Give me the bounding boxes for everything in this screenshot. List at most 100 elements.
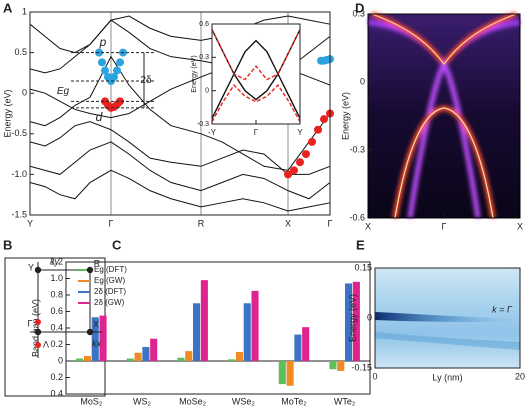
band-line xyxy=(211,29,301,81)
band-dot xyxy=(116,58,124,67)
annotation: Eg xyxy=(57,86,70,97)
y-tick-label: 0 xyxy=(360,76,365,86)
bar xyxy=(99,315,107,361)
band-dot xyxy=(113,66,121,75)
x-tick-label: MoSe₂ xyxy=(179,396,207,406)
bar xyxy=(352,281,360,361)
band-dot xyxy=(284,170,292,179)
y-tick-label: 0.3 xyxy=(352,8,365,18)
y-axis-label: Energy (eV) xyxy=(191,55,198,92)
bar xyxy=(91,317,99,361)
annotation: p xyxy=(99,35,107,49)
x-tick-label: Y xyxy=(27,218,33,228)
legend-label: Eg (DFT) xyxy=(94,265,127,274)
bz-point xyxy=(35,342,41,348)
plot-frame xyxy=(374,267,521,369)
y-tick-label: 0.3 xyxy=(199,54,209,61)
band-line xyxy=(29,15,331,54)
bar xyxy=(228,359,236,361)
x-tick-label: Γ xyxy=(442,221,447,231)
bar xyxy=(337,361,345,371)
x-tick-label: WTe₂ xyxy=(334,396,356,406)
band-dot xyxy=(101,66,109,75)
y-tick-label: 0.4 xyxy=(50,388,63,398)
y-tick-label: 0 xyxy=(22,88,27,98)
y-tick-label: -0.5 xyxy=(11,128,27,138)
band-line xyxy=(29,121,331,175)
plot-frame xyxy=(367,13,521,219)
bar xyxy=(243,303,251,361)
y-tick-label: -0.3 xyxy=(349,144,365,154)
x-tick-label: Γ xyxy=(254,128,259,137)
y-tick-label: 0.6 xyxy=(199,21,209,28)
band-dot xyxy=(308,137,316,146)
bar xyxy=(200,280,208,361)
x-tick-label: 0 xyxy=(372,371,377,381)
x-tick-label: X xyxy=(285,218,291,228)
x-axis-label: Ly (nm) xyxy=(432,372,462,382)
x-tick-label: -Y xyxy=(208,128,217,137)
panel-label: E xyxy=(356,237,365,252)
bar xyxy=(251,290,259,361)
y-tick-label: 0 xyxy=(205,88,209,95)
band-dot xyxy=(320,115,328,124)
legend-label: 2δ (GW) xyxy=(94,298,125,307)
bz-point xyxy=(86,266,94,274)
annotation: 2δ xyxy=(140,75,152,86)
y-axis-label: Band gap (eV) xyxy=(30,299,40,357)
bar xyxy=(142,346,150,361)
band-dot xyxy=(302,150,310,159)
bar xyxy=(302,327,310,361)
inset-background xyxy=(212,24,300,124)
ldos-map xyxy=(375,268,520,368)
y-tick-label: 0.4 xyxy=(50,322,63,332)
y-tick-label: -0.15 xyxy=(351,362,372,372)
y-tick-label: 0.8 xyxy=(50,289,63,299)
bz-label: X xyxy=(93,319,99,329)
y-axis-label: Energy (eV) xyxy=(340,92,350,140)
y-tick-label: 0 xyxy=(367,312,372,322)
bar xyxy=(185,351,193,361)
bar xyxy=(150,338,158,361)
annotation: d xyxy=(96,110,103,124)
bz-point xyxy=(34,266,42,274)
bar xyxy=(345,283,353,361)
y-tick-label: 1 xyxy=(22,6,27,16)
legend-label: 2δ (DFT) xyxy=(94,287,126,296)
y-tick-label: -1.5 xyxy=(11,209,27,219)
x-tick-label: R xyxy=(198,218,205,228)
band-dot xyxy=(290,166,298,175)
bz-label: Γ xyxy=(28,318,33,328)
bar xyxy=(235,351,243,361)
x-tick-label: WS₂ xyxy=(133,396,151,406)
bz-label: Y xyxy=(28,262,34,272)
y-tick-label: -1.0 xyxy=(11,169,27,179)
band-dot xyxy=(296,158,304,167)
band-dot xyxy=(314,125,322,134)
bar xyxy=(286,361,294,386)
y-tick-label: 1.0 xyxy=(50,273,63,283)
y-tick-label: -0.3 xyxy=(197,121,209,128)
panel-label: C xyxy=(112,237,122,252)
band-dot xyxy=(110,72,118,81)
bar xyxy=(126,358,134,361)
bar xyxy=(177,357,185,361)
x-tick-label: Γ xyxy=(109,218,114,228)
bz-label: Λ xyxy=(43,339,49,349)
y-tick-label: 0.2 xyxy=(50,339,63,349)
y-axis-label: Energy (eV) xyxy=(2,89,12,137)
bar xyxy=(278,361,286,385)
x-tick-label: X xyxy=(365,221,371,231)
x-tick-label: WSe₂ xyxy=(232,396,256,406)
panel-label: A xyxy=(3,0,13,15)
band-line xyxy=(29,55,331,171)
panel-label: B xyxy=(3,237,12,252)
bar xyxy=(76,358,84,361)
bar xyxy=(193,303,201,361)
band-line xyxy=(29,141,331,200)
y-tick-label: 0.5 xyxy=(14,47,27,57)
x-tick-label: 20 xyxy=(515,371,525,381)
bar xyxy=(134,352,142,361)
band-line xyxy=(211,39,301,119)
bz-point xyxy=(35,319,41,325)
